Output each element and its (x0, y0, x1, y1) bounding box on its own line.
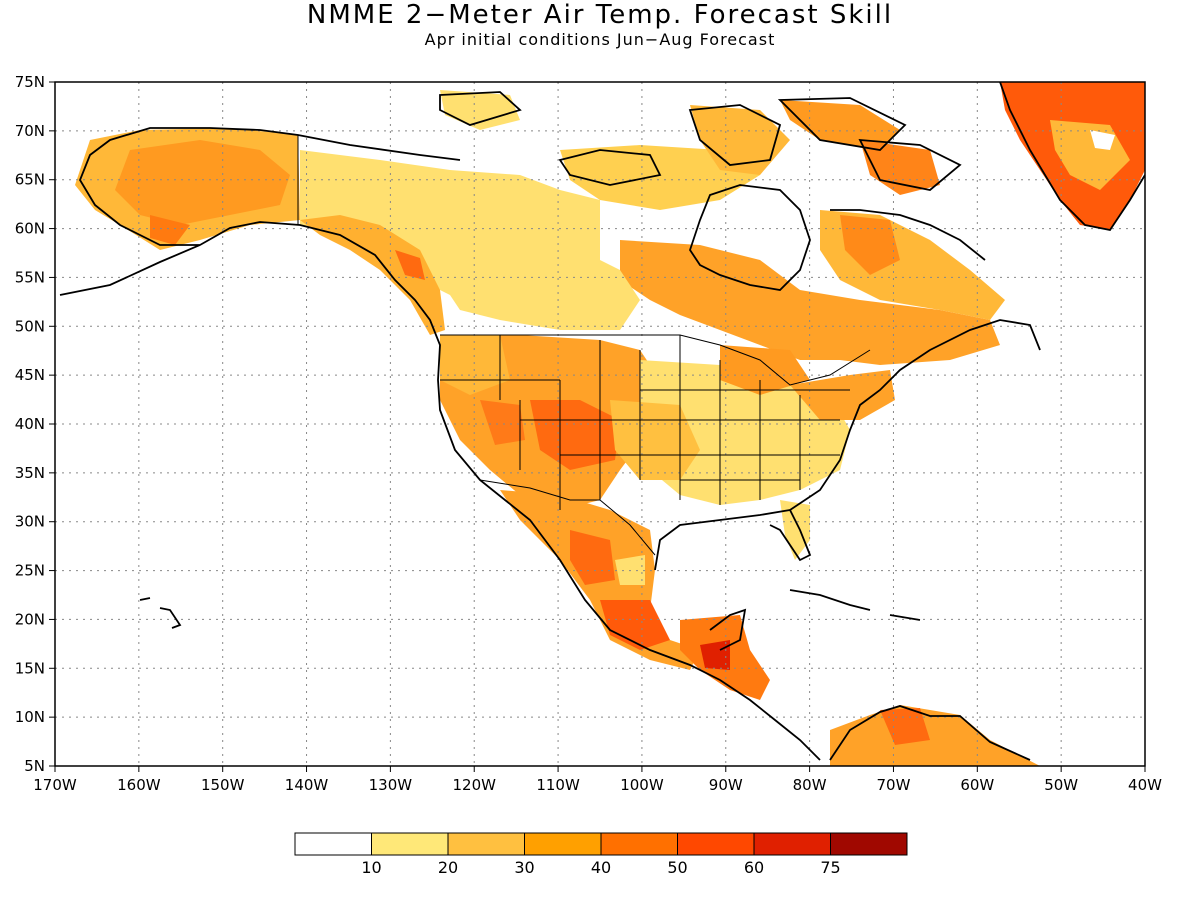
colorbar-swatch (677, 832, 755, 856)
mexico-low-core (615, 555, 645, 585)
great-basin-high (480, 400, 525, 445)
longitude-tick-label: 170W (33, 776, 77, 794)
longitude-tick-label: 130W (369, 776, 413, 794)
colorbar-label: 50 (667, 858, 687, 877)
mexico-high-south (600, 600, 670, 650)
central-america-high (700, 640, 730, 670)
colorbar-label: 40 (591, 858, 611, 877)
colorbar-label: 75 (820, 858, 840, 877)
cuba-coastline (789, 589, 921, 621)
longitude-tick-label: 40W (1128, 776, 1162, 794)
east-conus-skill (640, 360, 850, 505)
northeast-skill (790, 370, 895, 420)
hawaii-coastline (139, 597, 182, 629)
bc-skill-region (300, 215, 445, 335)
map-subtitle: Apr initial conditions Jun−Aug Forecast (424, 30, 776, 49)
skill-shading (75, 82, 1145, 766)
hudson-bay-coastline (689, 184, 811, 291)
latitude-tick-label: 5N (24, 757, 45, 775)
baffin-east-skill (860, 140, 940, 195)
longitude-tick-label: 110W (536, 776, 580, 794)
east-coastline (789, 209, 1041, 511)
latitude-tick-label: 30N (15, 513, 45, 531)
south-america-skill (830, 705, 1040, 766)
colorbar-label: 60 (744, 858, 764, 877)
longitude-tick-label: 70W (877, 776, 911, 794)
quebec-high (840, 215, 900, 275)
longitude-tick-label: 50W (1044, 776, 1078, 794)
bc-coast-high (395, 250, 425, 280)
colorbar-swatch (447, 832, 525, 856)
longitude-tick-label: 140W (285, 776, 329, 794)
colorbar-label: 30 (514, 858, 534, 877)
yucatan-coastline (709, 608, 747, 651)
colorbar-label: 20 (438, 858, 458, 877)
latitude-tick-label: 20N (15, 610, 45, 628)
baffin-skill (690, 105, 790, 175)
south-america-coastline (829, 705, 1031, 761)
latitude-tick-label: 70N (15, 122, 45, 140)
latitude-tick-label: 40N (15, 415, 45, 433)
longitude-ticks: 170W 160W 150W 140W 130W 120W 110W 100W 90W 80W 70… (33, 766, 1162, 794)
colorbar-swatch (830, 832, 908, 856)
longitude-tick-label: 90W (709, 776, 743, 794)
latitude-tick-label: 25N (15, 562, 45, 580)
florida-skill (780, 500, 810, 560)
longitude-tick-label: 160W (117, 776, 161, 794)
latitude-tick-label: 60N (15, 220, 45, 238)
prairies-skill (440, 230, 640, 330)
longitude-tick-label: 60W (960, 776, 994, 794)
greenland-white (1090, 130, 1115, 150)
colorbar-swatch (600, 832, 678, 856)
colorbar-swatch (294, 832, 372, 856)
latitude-tick-label: 50N (15, 317, 45, 335)
coastlines (59, 82, 1145, 761)
longitude-tick-label: 100W (620, 776, 664, 794)
colorbar-label: 10 (361, 858, 381, 877)
latitude-tick-label: 75N (15, 73, 45, 91)
greenland-coastline (999, 82, 1145, 232)
latitude-ticks: 75N 70N 65N 60N 55N 50N 45N 40N 35N 30N 25N 20N 15N 1… (15, 73, 55, 775)
state-lines-west (440, 335, 641, 510)
mexico-high-west (570, 530, 615, 585)
central-canada-skill (620, 240, 1000, 365)
longitude-tick-label: 80W (793, 776, 827, 794)
latitude-tick-label: 15N (15, 659, 45, 677)
us-mexico-border (479, 479, 656, 556)
colorbar-swatch (524, 832, 602, 856)
map-title: NMME 2−Meter Air Temp. Forecast Skill (306, 0, 894, 30)
alaska-skill-core (115, 140, 290, 225)
colorbar-swatch (371, 832, 449, 856)
four-corners-high (530, 400, 620, 470)
longitude-tick-label: 150W (201, 776, 245, 794)
latitude-tick-label: 35N (15, 464, 45, 482)
ellesmere-skill (780, 100, 900, 150)
longitude-tick-label: 120W (452, 776, 496, 794)
arctic-archipelago-skill (560, 145, 760, 210)
map-gridlines (55, 82, 1145, 766)
colorbar: 10 20 30 40 50 60 75 (294, 832, 908, 877)
colorbar-swatch (753, 832, 831, 856)
latitude-tick-label: 45N (15, 366, 45, 384)
arctic-island-skill (440, 90, 520, 130)
arctic-islands-coastline (439, 91, 962, 191)
latitude-tick-label: 10N (15, 708, 45, 726)
political-borders (297, 135, 871, 556)
latitude-tick-label: 65N (15, 171, 45, 189)
north-america-coastline (59, 127, 821, 761)
state-lines-east (640, 335, 850, 505)
alaska-skill-high (150, 215, 190, 245)
latitude-tick-label: 55N (15, 268, 45, 286)
